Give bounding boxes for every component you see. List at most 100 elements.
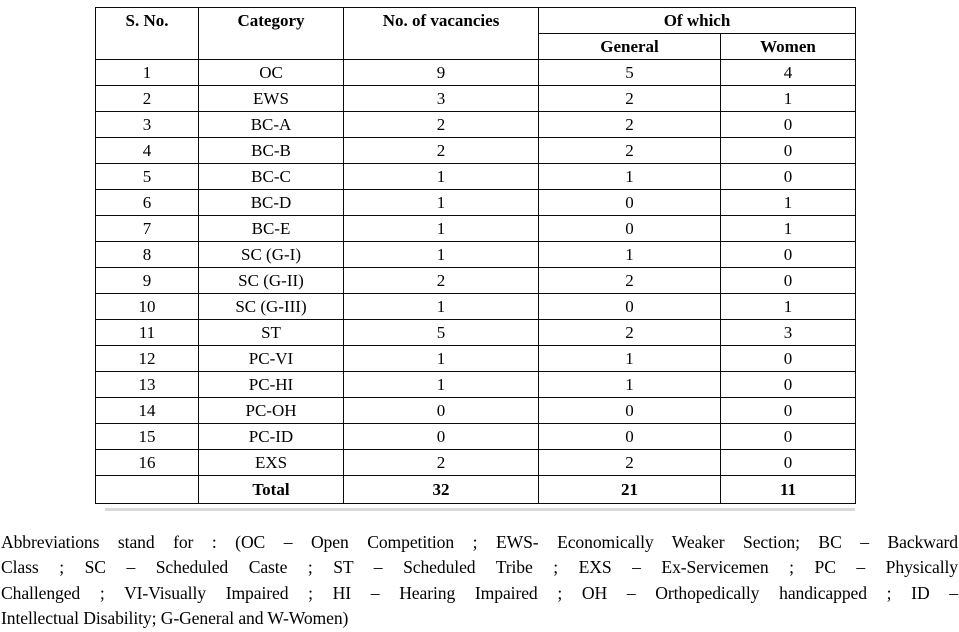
table-row: 15 PC-ID 0 0 0 — [95, 423, 856, 450]
cell-vacancies: 1 — [343, 345, 539, 372]
cell-s-no: 13 — [95, 371, 199, 398]
cell-s-no: 11 — [95, 319, 199, 346]
cell-category: BC-E — [198, 215, 344, 242]
total-general-cell: 21 — [538, 475, 721, 504]
cell-general: 2 — [538, 85, 721, 112]
total-row: Total 32 21 11 — [95, 475, 856, 504]
cell-women: 3 — [720, 319, 856, 346]
cell-s-no: 3 — [95, 111, 199, 138]
cell-vacancies: 2 — [343, 111, 539, 138]
cell-general: 1 — [538, 241, 721, 268]
table-row: 13 PC-HI 1 1 0 — [95, 371, 856, 398]
cell-vacancies: 0 — [343, 397, 539, 424]
total-s-no-cell — [95, 475, 199, 504]
cell-general: 1 — [538, 371, 721, 398]
cell-category: BC-B — [198, 137, 344, 164]
cell-vacancies: 1 — [343, 189, 539, 216]
cell-vacancies: 1 — [343, 371, 539, 398]
cell-women: 0 — [720, 137, 856, 164]
table-row: 1 OC 9 5 4 — [95, 59, 856, 86]
cell-category: EXS — [198, 449, 344, 476]
cell-s-no: 5 — [95, 163, 199, 190]
header-s-no: S. No. — [95, 7, 199, 60]
cell-general: 2 — [538, 267, 721, 294]
table-row: 3 BC-A 2 2 0 — [95, 111, 856, 138]
cell-general: 2 — [538, 111, 721, 138]
table-row: 14 PC-OH 0 0 0 — [95, 397, 856, 424]
abbreviations-line: Class ; SC – Scheduled Caste ; ST – Sche… — [1, 557, 958, 578]
table-row: 5 BC-C 1 1 0 — [95, 163, 856, 190]
cell-s-no: 7 — [95, 215, 199, 242]
cell-vacancies: 5 — [343, 319, 539, 346]
table-row: 2 EWS 3 2 1 — [95, 85, 856, 112]
cell-general: 2 — [538, 319, 721, 346]
cell-vacancies: 1 — [343, 163, 539, 190]
total-vacancies-cell: 32 — [343, 475, 539, 504]
total-label-cell: Total — [198, 475, 344, 504]
table-row: 11 ST 5 2 3 — [95, 319, 856, 346]
cell-general: 0 — [538, 189, 721, 216]
cell-s-no: 8 — [95, 241, 199, 268]
cell-general: 0 — [538, 397, 721, 424]
abbreviations-paragraph: Abbreviations stand for : (OC – Open Com… — [1, 530, 958, 632]
cell-women: 0 — [720, 423, 856, 450]
cell-women: 0 — [720, 241, 856, 268]
cell-general: 1 — [538, 163, 721, 190]
cell-general: 0 — [538, 423, 721, 450]
scan-shadow-line — [105, 508, 855, 511]
cell-women: 0 — [720, 163, 856, 190]
table-row: 7 BC-E 1 0 1 — [95, 215, 856, 242]
table-row: 9 SC (G-II) 2 2 0 — [95, 267, 856, 294]
cell-s-no: 9 — [95, 267, 199, 294]
table-header: S. No. Category No. of vacancies Of whic… — [95, 7, 856, 60]
cell-women: 0 — [720, 397, 856, 424]
cell-vacancies: 1 — [343, 215, 539, 242]
cell-women: 0 — [720, 267, 856, 294]
vacancies-table: S. No. Category No. of vacancies Of whic… — [95, 7, 856, 504]
cell-category: BC-A — [198, 111, 344, 138]
abbreviations-line: Intellectual Disability; G-General and W… — [1, 608, 349, 629]
cell-women: 1 — [720, 189, 856, 216]
cell-s-no: 1 — [95, 59, 199, 86]
table-body: 1 OC 9 5 4 2 EWS 3 2 1 3 BC-A 2 2 0 4 BC… — [95, 59, 856, 476]
table-row: 16 EXS 2 2 0 — [95, 449, 856, 476]
table-row: 12 PC-VI 1 1 0 — [95, 345, 856, 372]
cell-women: 4 — [720, 59, 856, 86]
cell-s-no: 4 — [95, 137, 199, 164]
cell-category: PC-ID — [198, 423, 344, 450]
header-category: Category — [198, 7, 344, 60]
total-women-cell: 11 — [720, 475, 856, 504]
cell-vacancies: 2 — [343, 449, 539, 476]
table-footer: Total 32 21 11 — [95, 475, 856, 504]
cell-general: 0 — [538, 215, 721, 242]
abbreviations-line: Abbreviations stand for : (OC – Open Com… — [1, 532, 958, 552]
cell-general: 2 — [538, 449, 721, 476]
cell-category: PC-HI — [198, 371, 344, 398]
cell-vacancies: 1 — [343, 293, 539, 320]
cell-women: 0 — [720, 371, 856, 398]
table-row: 4 BC-B 2 2 0 — [95, 137, 856, 164]
cell-general: 0 — [538, 293, 721, 320]
abbreviations-line: Challenged ; VI-Visually Impaired ; HI –… — [1, 582, 958, 603]
cell-category: PC-VI — [198, 345, 344, 372]
cell-women: 0 — [720, 449, 856, 476]
table-row: 6 BC-D 1 0 1 — [95, 189, 856, 216]
cell-s-no: 14 — [95, 397, 199, 424]
cell-vacancies: 9 — [343, 59, 539, 86]
cell-vacancies: 3 — [343, 85, 539, 112]
cell-women: 1 — [720, 215, 856, 242]
cell-category: EWS — [198, 85, 344, 112]
header-row-1: S. No. Category No. of vacancies Of whic… — [95, 7, 856, 60]
cell-vacancies: 0 — [343, 423, 539, 450]
cell-category: BC-C — [198, 163, 344, 190]
cell-vacancies: 2 — [343, 267, 539, 294]
cell-women: 0 — [720, 345, 856, 372]
cell-women: 0 — [720, 111, 856, 138]
cell-general: 1 — [538, 345, 721, 372]
cell-s-no: 2 — [95, 85, 199, 112]
header-general: General — [538, 33, 721, 60]
header-row-2: General Women — [96, 33, 856, 60]
cell-s-no: 12 — [95, 345, 199, 372]
cell-s-no: 10 — [95, 293, 199, 320]
